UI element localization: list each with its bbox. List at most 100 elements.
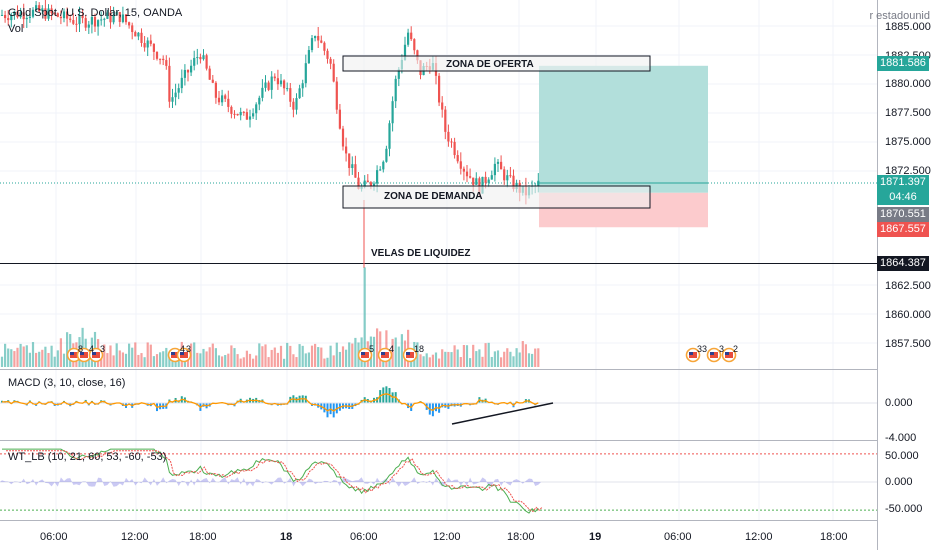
candle-body (56, 13, 59, 17)
liquidity-candles-label[interactable]: VELAS DE LIQUIDEZ (371, 248, 471, 259)
price-tag-mid: 1870.551 (877, 207, 929, 222)
flag-us-icon (689, 352, 693, 355)
candle-body (320, 40, 323, 43)
volume-bar (38, 351, 41, 367)
price-tick: 1880.000 (885, 78, 931, 90)
volume-bar (196, 352, 199, 367)
candle-body (140, 32, 143, 43)
volume-bar (214, 348, 217, 367)
event-count: 4 (389, 344, 395, 354)
symbol-title[interactable]: Gold Spot / U.S. Dollar, 15, OANDA (8, 7, 183, 19)
volume-bar (295, 357, 298, 367)
volume-bar (193, 342, 196, 367)
volume-bar (515, 348, 518, 367)
volume-bar (233, 348, 236, 367)
macd-signal-line (1, 393, 539, 412)
candle-body (35, 5, 38, 10)
volume-bar (469, 358, 472, 367)
candle-body (447, 131, 450, 142)
candle-body (248, 116, 252, 120)
candle-body (438, 75, 441, 103)
time-tick: 12:00 (745, 531, 773, 543)
candle-body (496, 161, 500, 164)
volume-bar (155, 354, 159, 367)
candle-body (357, 177, 360, 189)
volume-bar (25, 345, 28, 367)
volume-bar (56, 350, 59, 367)
candle-body (10, 15, 13, 21)
event-count: 18 (414, 344, 425, 354)
event-count: 2 (733, 344, 739, 354)
candle-body (19, 12, 22, 18)
volume-bar (453, 345, 456, 367)
volume-bar (314, 343, 317, 367)
candle-body (66, 11, 69, 19)
volume-bar (323, 358, 326, 367)
volume-bar (286, 342, 289, 367)
candle-body (273, 76, 276, 79)
candle-body (310, 38, 314, 51)
flag-us-icon (725, 352, 729, 355)
volume-bar (152, 356, 155, 367)
candle-body (289, 88, 292, 102)
volume-bar (276, 352, 279, 367)
candle-body (100, 19, 103, 21)
volume-bar (230, 345, 233, 367)
wt-title[interactable]: WT_LB (10, 21, 60, 53, -60, -53) (8, 451, 167, 463)
flag-us-icon (80, 352, 84, 355)
candle-body (493, 163, 496, 176)
volume-bar (475, 351, 478, 367)
volume-bar (205, 351, 208, 367)
candle-body (193, 57, 196, 66)
volume-bar (50, 345, 53, 367)
price-tag-upper: 1881.586 (877, 56, 929, 71)
volume-bar (354, 337, 357, 367)
candle-body (472, 177, 475, 185)
candle-body (453, 141, 456, 156)
volume-bar (379, 331, 382, 367)
volume-bar (462, 344, 465, 367)
macd-bar (382, 387, 385, 403)
event-count: 3 (719, 344, 725, 354)
volume-bar (289, 345, 292, 367)
volume-bar (245, 350, 248, 367)
volume-bar (211, 343, 214, 367)
macd-title[interactable]: MACD (3, 10, close, 16) (8, 377, 126, 389)
candle-body (106, 12, 109, 19)
candle-body (537, 180, 540, 186)
volume-bar (22, 346, 25, 367)
volume-bar (115, 343, 118, 367)
volume-bar (481, 356, 484, 367)
volume-bar (66, 332, 69, 367)
volume-bar (109, 345, 112, 367)
profit-zone (539, 65, 708, 193)
flag-us-icon (92, 352, 96, 355)
candle-body (78, 15, 81, 25)
candle-body (143, 42, 146, 48)
supply-zone-label[interactable]: ZONA DE OFERTA (446, 59, 534, 70)
candle-body (388, 123, 391, 149)
candle-body (385, 148, 388, 162)
candle-body (506, 175, 509, 181)
volume-bar (465, 345, 469, 367)
demand-zone-label[interactable]: ZONA DE DEMANDA (384, 191, 483, 202)
price-tick: 1857.500 (885, 338, 931, 350)
volume-bar (534, 348, 537, 367)
candle-body (345, 146, 348, 154)
time-tick: 18:00 (507, 531, 535, 543)
candle-body (481, 176, 484, 194)
price-tick: 1875.000 (885, 136, 931, 148)
volume-bar (41, 349, 44, 367)
volume-bar (137, 354, 140, 367)
candle-body (363, 180, 366, 188)
candle-body (137, 32, 140, 37)
volume-bar (310, 345, 314, 367)
horizontal-line-tag: 1864.387 (877, 256, 929, 271)
volume-bar (208, 347, 211, 367)
event-count: 33 (697, 344, 708, 354)
volume-bar (258, 343, 261, 367)
candle-body (0, 14, 4, 16)
volume-bar (459, 357, 462, 367)
